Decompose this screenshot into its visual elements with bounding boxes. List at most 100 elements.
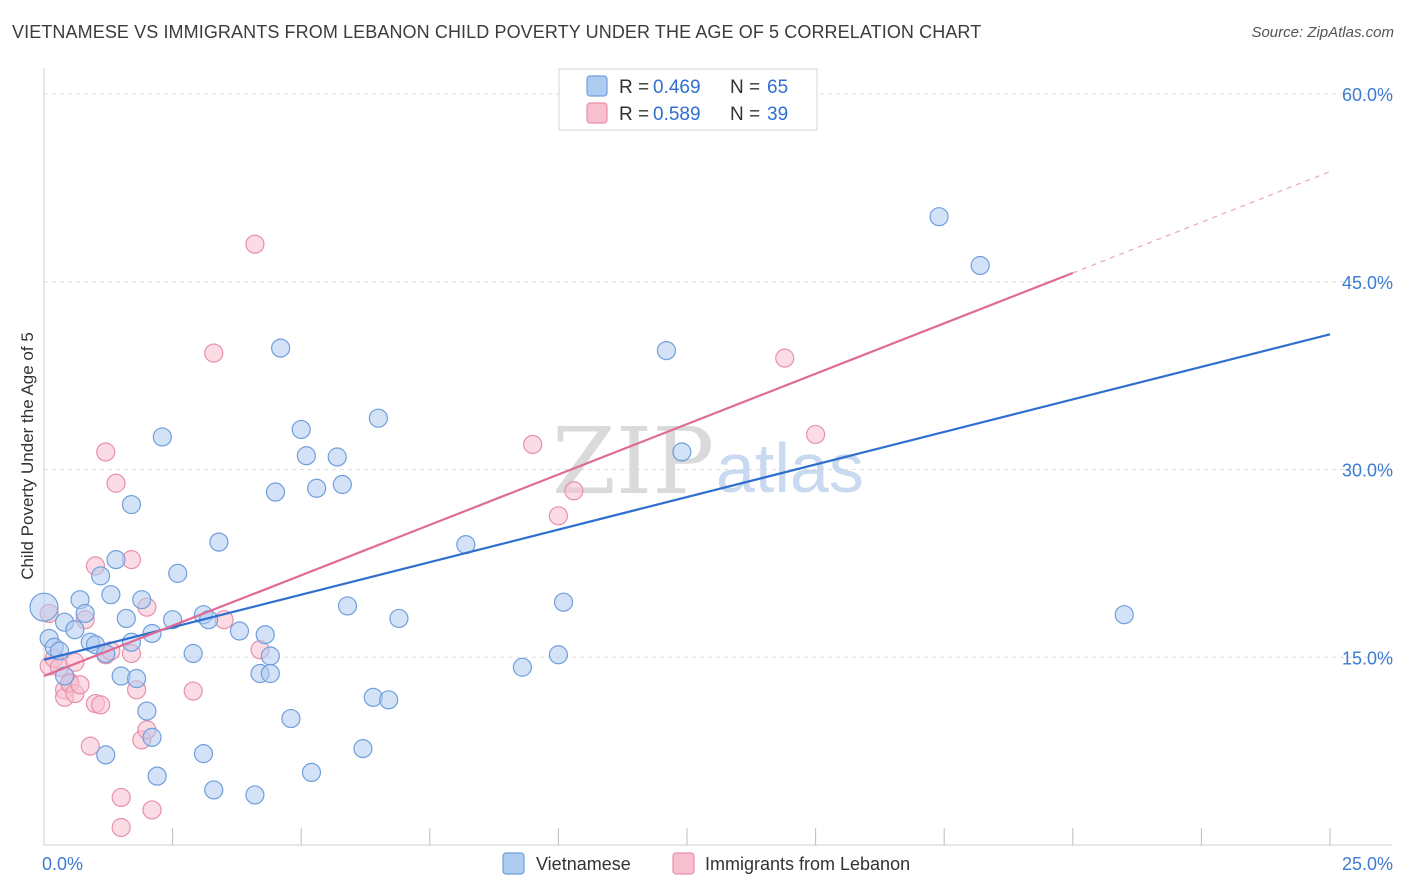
vietnamese-point-64	[1114, 605, 1134, 625]
vietnamese-point-47	[307, 478, 327, 498]
lebanon-point-37	[775, 348, 795, 368]
vietnamese-point-59	[553, 592, 574, 612]
legend-n-value-lebanon: 39	[767, 104, 788, 125]
vietnamese-point-50	[337, 596, 358, 616]
vietnamese-point-51	[353, 739, 373, 759]
lebanon-point-38	[805, 424, 826, 445]
watermark: ZIP atlas	[552, 408, 864, 515]
vietnamese-point-45	[296, 446, 316, 466]
watermark-atlas: atlas	[716, 429, 864, 507]
lebanon-point-16	[96, 442, 116, 462]
trendlines	[43, 171, 1331, 678]
vietnamese-point-14	[101, 585, 121, 605]
lebanon-point-30	[204, 343, 224, 363]
y-axis-label: Child Poverty Under the Age of 5	[18, 332, 37, 580]
lebanon-point-20	[111, 787, 131, 808]
vietnamese-point-38	[255, 625, 275, 645]
vietnamese-point-58	[548, 645, 569, 665]
vietnamese-point-15	[106, 550, 126, 570]
legend-n-value-vietnamese: 65	[767, 77, 788, 98]
legend-r-value-lebanon: 0.589	[653, 104, 701, 125]
vietnamese-point-48	[327, 447, 347, 467]
legend-n-label-vietnamese: N =	[730, 77, 760, 98]
lebanon-trendline	[43, 271, 1074, 678]
legend-box: R = 0.469 N = 65 R = 0.589 N = 39	[558, 68, 818, 131]
bottom-legend-vietnamese: Vietnamese	[536, 854, 631, 874]
vietnamese-point-11	[90, 566, 111, 586]
vietnamese-point-61	[672, 442, 692, 462]
vietnamese-point-33	[204, 780, 224, 800]
vietnamese-point-20	[126, 668, 147, 689]
x-tick-labels: 0.0% 25.0%	[42, 854, 1393, 874]
vietnamese-point-60	[656, 340, 677, 361]
vietnamese-point-46	[301, 762, 322, 783]
lebanon-point-36	[564, 481, 584, 501]
vietnamese-point-26	[152, 427, 172, 447]
vietnamese-point-42	[271, 338, 291, 358]
bottom-legend: Vietnamese Immigrants from Lebanon	[502, 852, 910, 875]
vietnamese-point-36	[245, 785, 265, 805]
vietnamese-point-62	[929, 207, 949, 227]
y-tick-label-2: 45.0%	[1342, 273, 1393, 293]
y-tick-label-1: 30.0%	[1342, 461, 1393, 481]
lebanon-point-34	[523, 434, 543, 455]
vietnamese-point-23	[142, 727, 162, 747]
vietnamese-point-19	[121, 494, 142, 515]
vietnamese-point-44	[291, 419, 311, 440]
bottom-legend-lebanon: Immigrants from Lebanon	[705, 854, 910, 874]
vietnamese-point-28	[168, 563, 188, 583]
axes	[43, 68, 1392, 846]
vietnamese-point-55	[389, 608, 409, 629]
vietnamese-point-40	[260, 663, 280, 684]
vietnamese-point-49	[332, 474, 352, 495]
lebanon-point-29	[183, 681, 203, 701]
y-tick-labels: 15.0% 30.0% 45.0% 60.0%	[1342, 85, 1393, 668]
vietnamese-point-57	[512, 657, 532, 677]
vietnamese-point-34	[209, 532, 229, 552]
vietnamese-point-17	[116, 608, 136, 629]
y-tick-label-3: 60.0%	[1342, 85, 1393, 105]
lebanon-point-35	[548, 506, 569, 526]
lebanon-point-21	[111, 817, 131, 838]
vietnamese-point-29	[183, 643, 203, 664]
x-tick-label-0: 0.0%	[42, 854, 83, 874]
legend-r-value-vietnamese: 0.469	[653, 77, 701, 98]
vietnamese-point-6	[65, 620, 85, 640]
chart-title: VIETNAMESE VS IMMIGRANTS FROM LEBANON CH…	[12, 22, 982, 42]
vietnamese-point-30	[193, 744, 214, 764]
vietnamese-point-22	[137, 701, 157, 721]
vietnamese-point-54	[379, 690, 399, 710]
bottom-legend-swatch-vietnamese	[502, 852, 525, 875]
vietnamese-point-13	[96, 745, 116, 765]
lebanon-point-32	[245, 234, 265, 254]
x-tick-label-1: 25.0%	[1342, 854, 1393, 874]
vietnamese-point-25	[147, 766, 167, 786]
lebanon-point-19	[106, 473, 126, 493]
legend-swatch-lebanon	[586, 102, 608, 124]
vietnamese-point-8	[75, 603, 95, 624]
lebanon-point-28	[142, 800, 162, 820]
vietnamese-point-0	[29, 592, 59, 622]
vietnamese-point-63	[970, 255, 990, 276]
vietnamese-point-35	[229, 621, 250, 641]
source-label: Source: ZipAtlas.com	[1251, 24, 1394, 41]
lebanon-trendline-extension	[1072, 171, 1331, 274]
grid-lines	[44, 93, 1392, 658]
vietnamese-point-53	[368, 408, 388, 428]
y-tick-label-0: 15.0%	[1342, 648, 1393, 668]
lebanon-points	[39, 234, 826, 838]
bottom-legend-swatch-lebanon	[672, 852, 695, 875]
vietnamese-point-41	[265, 482, 286, 502]
legend-n-label-lebanon: N =	[730, 104, 760, 125]
legend-r-label-vietnamese: R =	[619, 77, 649, 98]
legend-r-label-lebanon: R =	[619, 104, 649, 125]
vietnamese-point-43	[281, 708, 301, 729]
lebanon-point-10	[70, 675, 90, 695]
vietnamese-trendline	[43, 333, 1331, 661]
lebanon-point-15	[90, 695, 111, 715]
vietnamese-point-39	[260, 646, 280, 666]
vietnamese-points	[29, 207, 1134, 805]
lebanon-point-12	[80, 736, 100, 756]
legend-swatch-vietnamese	[586, 75, 608, 97]
